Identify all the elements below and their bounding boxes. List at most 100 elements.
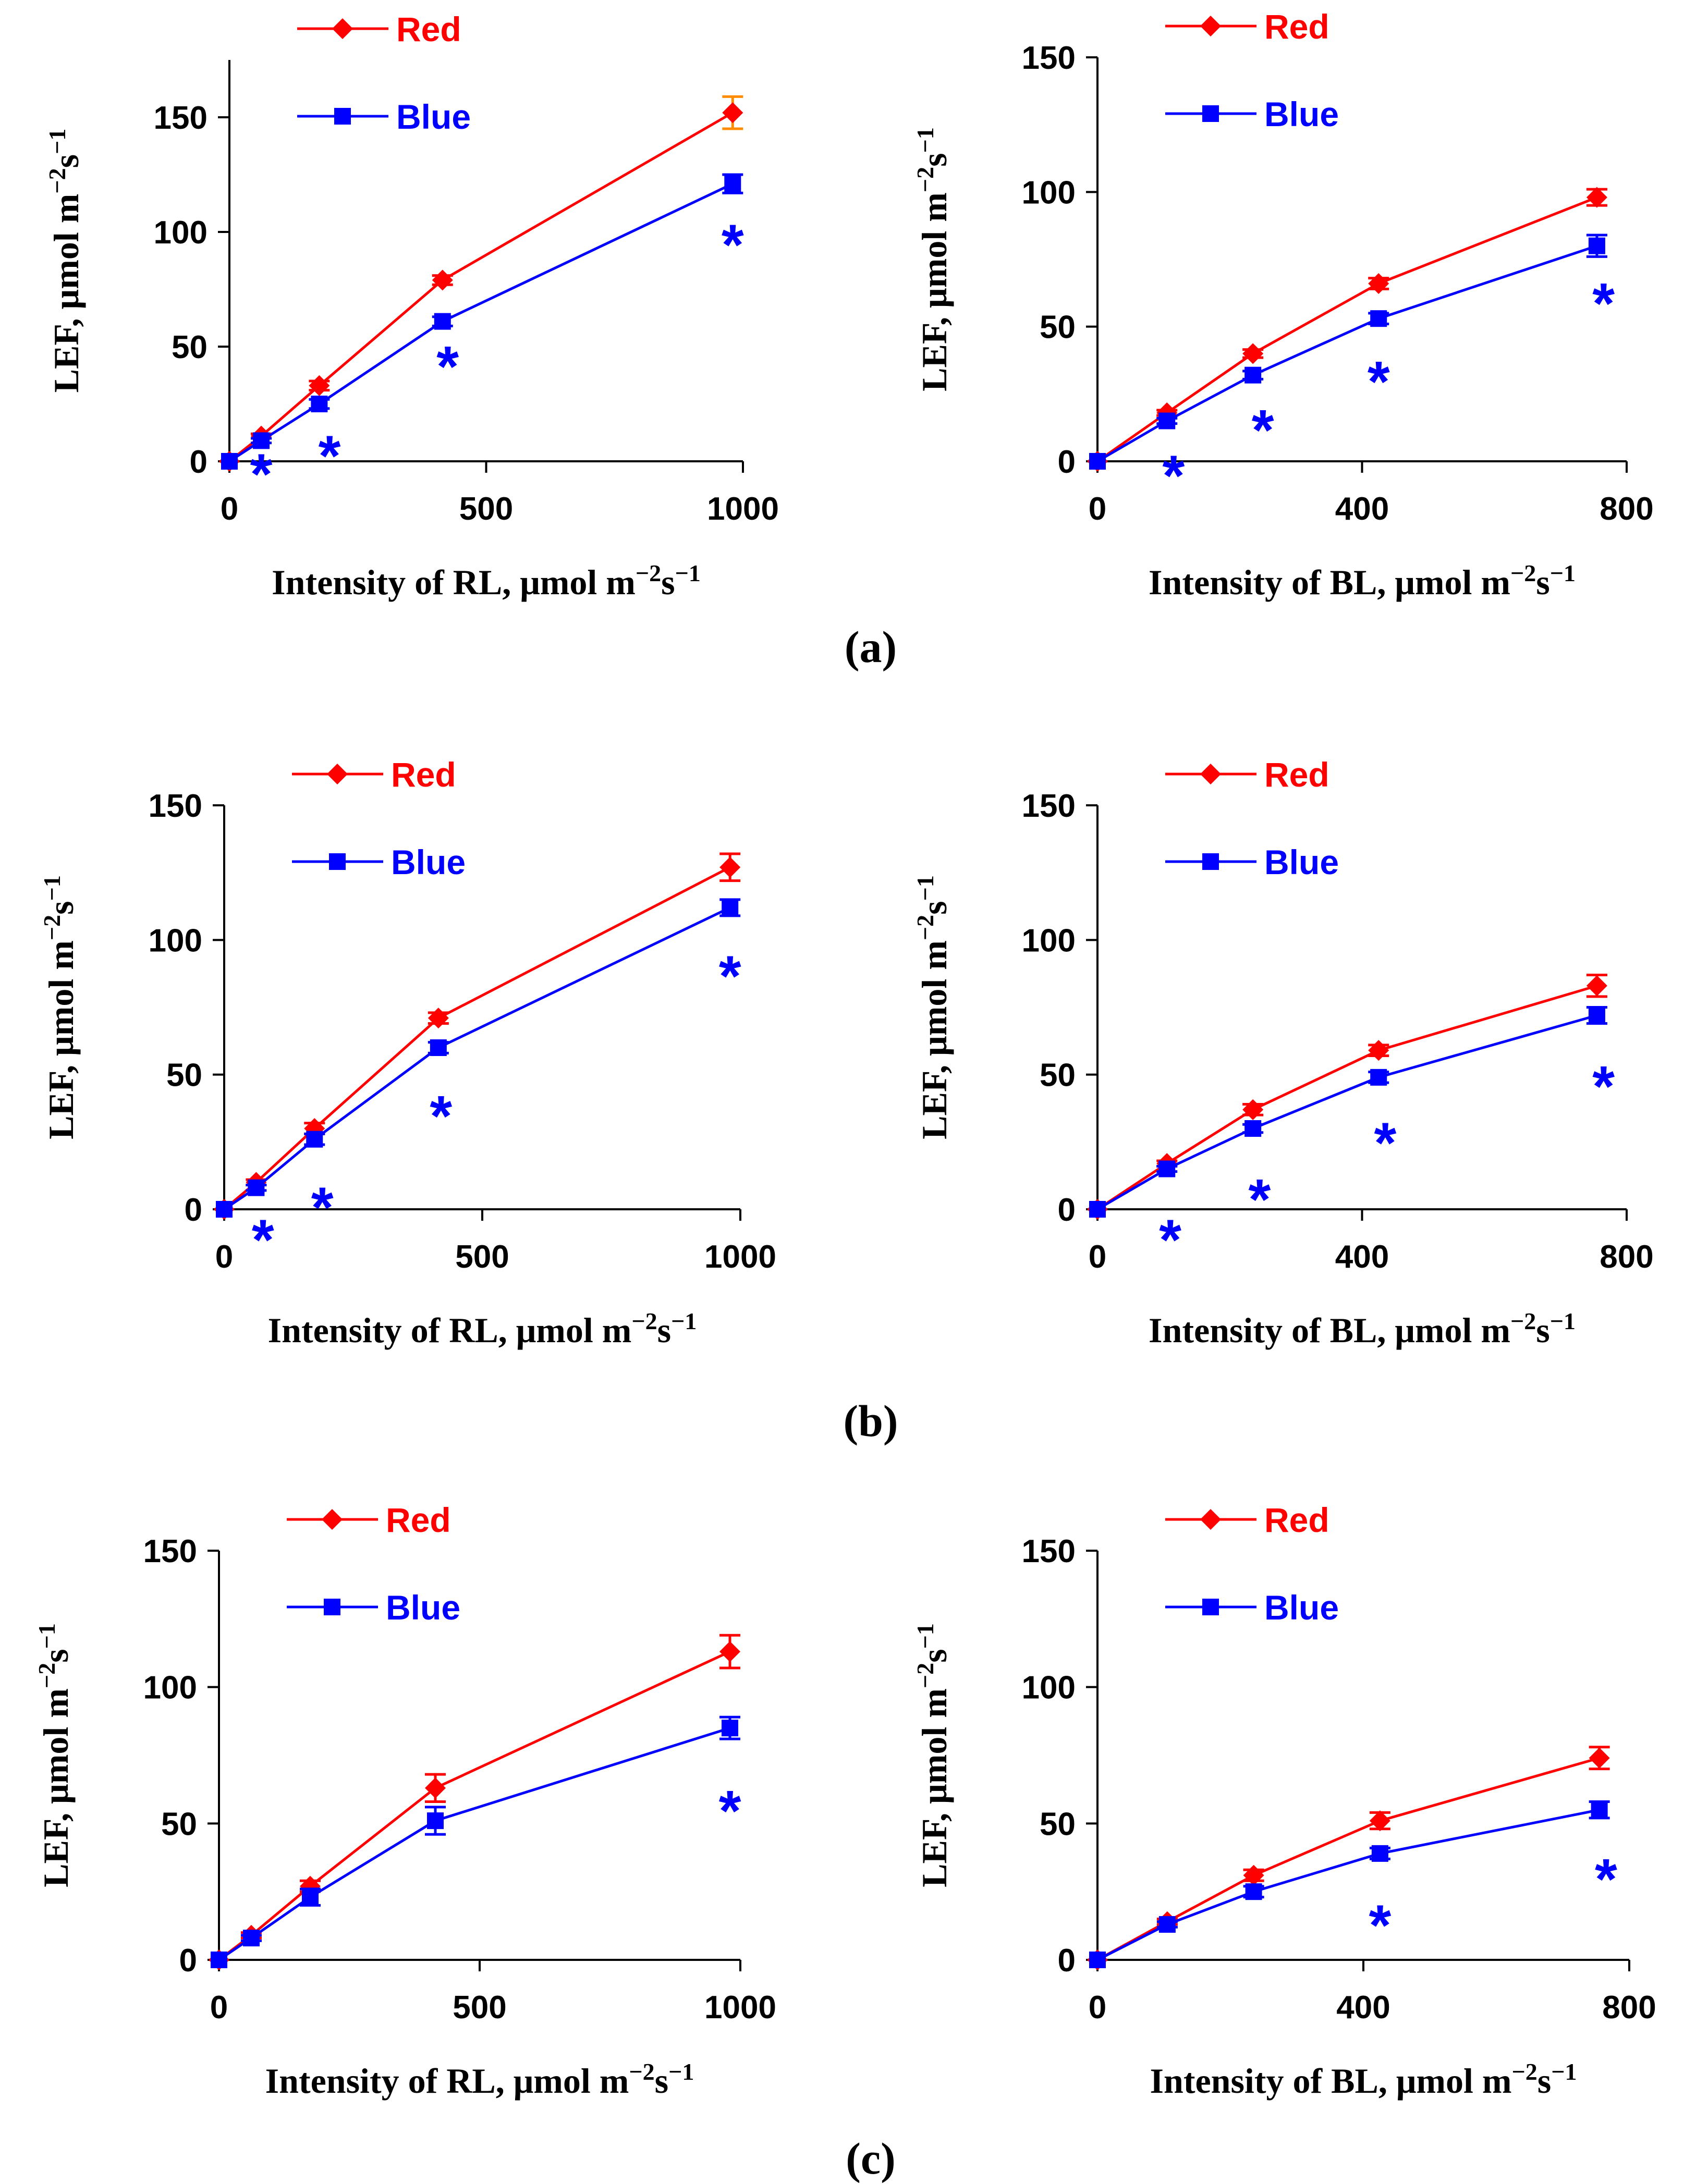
y-tick-label: 100 [1022, 175, 1076, 211]
series-line-blue [1096, 1014, 1597, 1211]
legend-label-blue: Blue [391, 843, 466, 881]
significance-star: * [436, 335, 459, 399]
x-tick-label: 500 [455, 1239, 509, 1275]
panel-label-a: (a) [845, 622, 897, 672]
y-tick-label: 150 [154, 100, 208, 136]
legend-marker-blue [324, 1599, 340, 1615]
x-tick-label: 800 [1600, 491, 1653, 527]
significance-star: * [1248, 1168, 1271, 1232]
series-line-blue [223, 906, 731, 1211]
y-tick-label: 150 [1022, 1533, 1076, 1569]
significance-star: * [1592, 272, 1615, 336]
y-tick-label: 150 [1022, 788, 1076, 824]
data-point-blue [722, 899, 739, 916]
legend-label-red: Red [1264, 1501, 1329, 1539]
legend-marker-blue [334, 108, 351, 125]
y-tick-label: 0 [1058, 444, 1076, 480]
x-axis-title: Intensity of BL, μmol m−2s−1 [1150, 2058, 1577, 2101]
y-tick-label: 50 [172, 329, 208, 365]
data-point-blue [1371, 1845, 1388, 1862]
legend-label-red: Red [391, 755, 456, 794]
x-tick-label: 0 [1089, 1239, 1106, 1275]
y-axis-title: LEF, μmol m−2s−1 [912, 875, 955, 1139]
data-point-blue [253, 432, 270, 449]
y-tick-label: 0 [1058, 1943, 1076, 1979]
significance-star: * [250, 443, 273, 507]
x-axis-title: Intensity of RL, μmol m−2s−1 [265, 2058, 694, 2101]
significance-star: * [311, 1176, 334, 1240]
chart-b-bl: 0 50 100 150 0 400 800 Intensity of BL, μmol m−… [912, 755, 1654, 1350]
legend-marker-red [332, 18, 353, 39]
panel-label-c: (c) [846, 2133, 895, 2183]
x-tick-label: 500 [453, 1990, 506, 2026]
legend-marker-red [322, 1509, 343, 1530]
y-tick-label: 150 [143, 1533, 197, 1569]
x-tick-label: 800 [1602, 1990, 1656, 2026]
chart-c-rl: 0 50 100 150 0 500 1000 Intensity of RL, μmol m… [33, 1501, 776, 2101]
data-point-red [432, 269, 453, 291]
significance-star: * [722, 213, 744, 277]
x-tick-label: 1000 [704, 1990, 776, 2026]
series-line-blue [1096, 1808, 1600, 1961]
y-tick-label: 100 [149, 923, 202, 959]
data-point-blue [302, 1888, 319, 1906]
data-point-red [1369, 1810, 1390, 1832]
legend-label-red: Red [396, 10, 461, 48]
data-point-red [1243, 1864, 1264, 1886]
legend-marker-red [1200, 1509, 1221, 1530]
y-tick-label: 150 [149, 788, 202, 824]
legend-label-blue: Blue [1264, 1588, 1339, 1627]
significance-star: * [1369, 1894, 1391, 1958]
data-point-red [428, 1008, 449, 1029]
x-tick-label: 0 [1089, 1990, 1106, 2026]
significance-star: * [252, 1208, 274, 1272]
legend-label-blue: Blue [396, 97, 471, 136]
x-tick-label: 500 [459, 491, 513, 527]
legend-marker-blue [329, 853, 346, 870]
data-point-red [1586, 975, 1607, 997]
data-point-blue [427, 1812, 444, 1830]
data-point-blue [1244, 366, 1262, 384]
chart-c-bl: 0 50 100 150 0 400 800 Intensity of BL, μmol m−… [912, 1501, 1656, 2101]
x-tick-label: 1000 [707, 491, 779, 527]
data-point-red [1368, 1040, 1389, 1061]
data-point-red [719, 856, 741, 878]
y-axis-title: LEF, μmol m−2s−1 [912, 1623, 955, 1887]
data-point-red [1589, 1747, 1610, 1769]
x-tick-label: 400 [1336, 1990, 1390, 2026]
y-tick-label: 50 [1040, 1806, 1076, 1842]
data-point-blue [1588, 237, 1605, 254]
legend-label-red: Red [386, 1501, 451, 1539]
panel-label-b: (b) [843, 1396, 898, 1446]
x-tick-label: 1000 [704, 1239, 776, 1275]
x-tick-label: 800 [1600, 1239, 1653, 1275]
legend-marker-red [1200, 764, 1221, 784]
series-line-blue [228, 182, 734, 463]
data-point-blue [311, 396, 328, 412]
x-tick-label: 400 [1335, 1239, 1389, 1275]
legend-marker-blue [1202, 853, 1219, 870]
data-point-blue [248, 1179, 265, 1196]
y-tick-label: 50 [1040, 1058, 1076, 1094]
data-point-blue [211, 1952, 227, 1968]
legend-label-red: Red [1264, 755, 1329, 794]
data-point-blue [434, 313, 451, 330]
series-line-red [223, 866, 731, 1210]
y-tick-label: 50 [166, 1058, 202, 1094]
data-point-red [722, 102, 743, 124]
y-axis-title: LEF, μmol m−2s−1 [912, 127, 955, 391]
significance-star: * [1368, 350, 1390, 414]
x-tick-label: 0 [221, 491, 238, 527]
significance-star: * [1374, 1111, 1397, 1175]
series-line-red [228, 112, 734, 462]
data-point-blue [430, 1039, 447, 1056]
y-axis-title: LEF, μmol m−2s−1 [33, 1623, 76, 1887]
series-line-blue [218, 1726, 730, 1961]
data-point-blue [1158, 412, 1176, 430]
data-point-red [309, 375, 330, 396]
data-point-blue [724, 175, 741, 192]
x-axis-title: Intensity of RL, μmol m−2s−1 [272, 560, 701, 603]
data-point-blue [306, 1131, 323, 1148]
x-tick-label: 400 [1335, 491, 1389, 527]
